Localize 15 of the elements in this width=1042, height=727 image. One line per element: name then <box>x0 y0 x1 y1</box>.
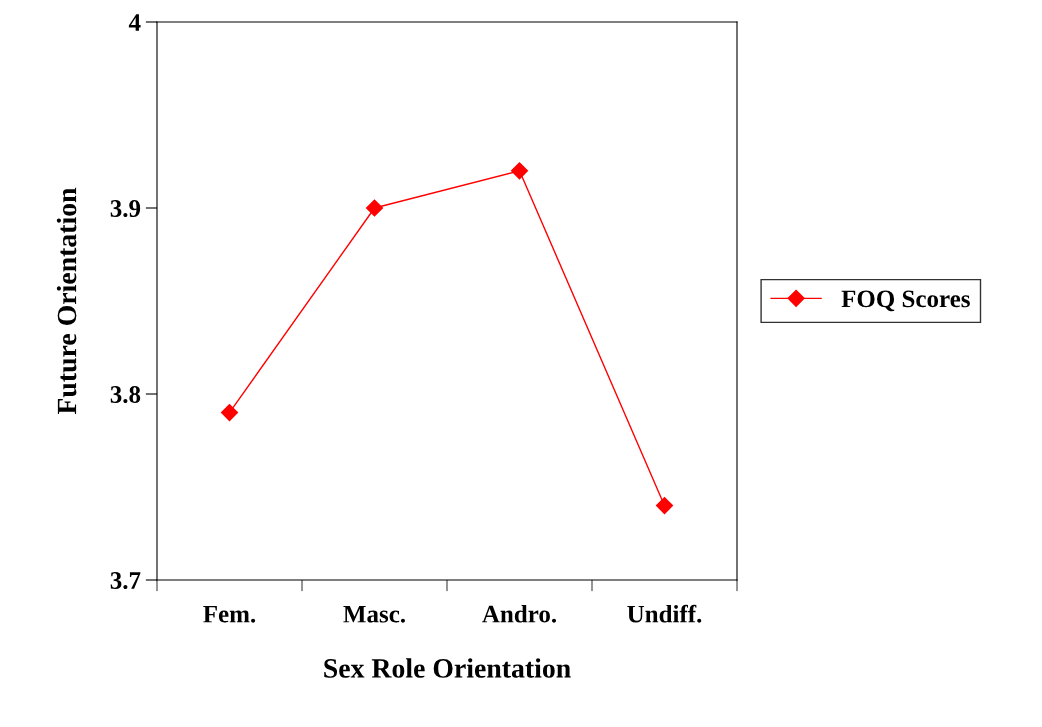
y-tick-label: 3.7 <box>110 572 141 590</box>
y-axis-title: Future Orientation <box>56 187 77 415</box>
point <box>655 497 674 515</box>
y-tick-label: 3.9 <box>110 200 141 218</box>
x-tick-label: Fem. <box>203 605 256 623</box>
x-tick-label: Masc. <box>343 605 405 623</box>
point <box>220 404 239 422</box>
point <box>365 199 384 217</box>
y-tick-label: 3.8 <box>110 386 141 404</box>
point <box>510 162 529 180</box>
x-tick-label: Undiff. <box>627 604 702 623</box>
x-tick-label: Andro. <box>482 605 557 623</box>
legend-label: FOQ Scores <box>841 290 970 312</box>
x-axis-title: Sex Role Orientation <box>324 658 571 678</box>
y-tick-label: 4 <box>128 14 141 31</box>
